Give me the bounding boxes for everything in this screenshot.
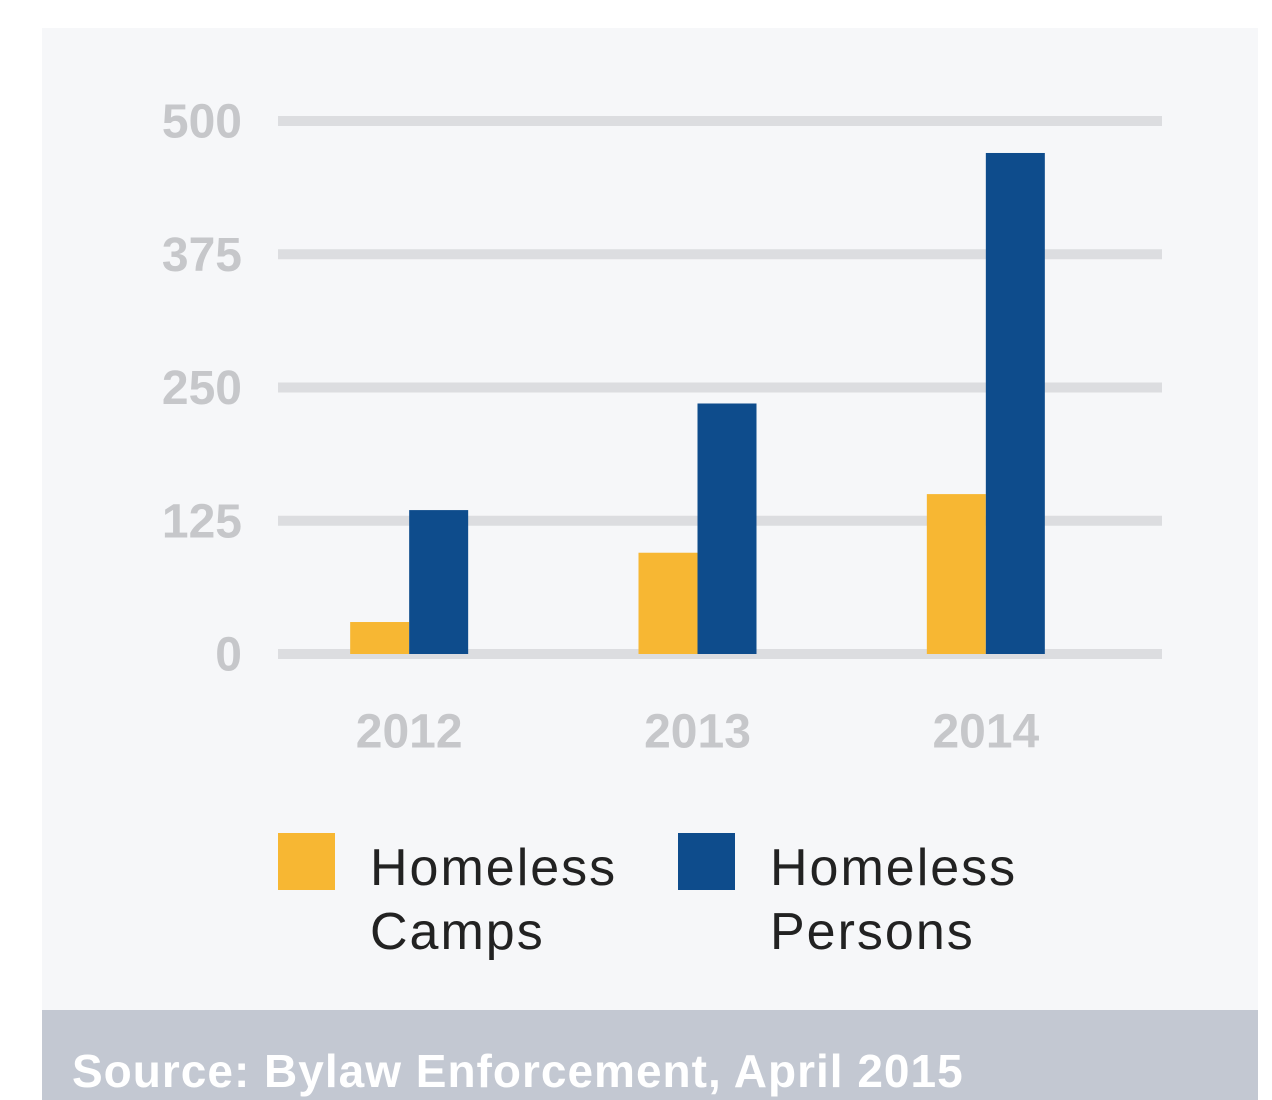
source-bar: Source: Bylaw Enforcement, April 2015 — [42, 1010, 1258, 1100]
bar — [350, 622, 410, 654]
legend-label: Homeless Persons — [770, 839, 1018, 961]
x-tick-label: 2014 — [932, 706, 1039, 759]
legend-swatch — [278, 833, 335, 890]
legend-item: Homeless Persons — [678, 828, 1030, 964]
bar — [409, 510, 469, 654]
source-text: Source: Bylaw Enforcement, April 2015 — [72, 1045, 964, 1097]
y-tick-label: 125 — [162, 495, 242, 548]
y-tick-label: 375 — [162, 229, 242, 282]
x-tick-label: 2013 — [644, 706, 751, 759]
legend-label: Homeless Camps — [370, 839, 618, 961]
x-tick-label: 2012 — [356, 706, 463, 759]
y-tick-label: 0 — [215, 629, 242, 682]
y-tick-label: 500 — [162, 96, 242, 149]
y-tick-label: 250 — [162, 362, 242, 415]
legend-item: Homeless Camps — [278, 828, 630, 964]
bar — [985, 152, 1045, 655]
bar — [638, 552, 698, 654]
legend-swatch — [678, 833, 735, 890]
chart: 0 125 250 375 500 2012 2013 2014 — [162, 96, 1162, 759]
bar — [697, 403, 757, 654]
bar — [926, 494, 986, 654]
